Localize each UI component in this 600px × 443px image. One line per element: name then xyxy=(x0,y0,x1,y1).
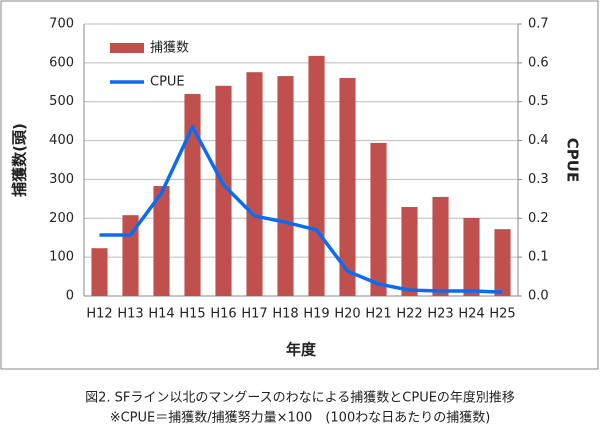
bar xyxy=(463,217,480,296)
bar xyxy=(432,196,449,296)
chart-border xyxy=(0,0,599,370)
y2-tick-label: 0.6 xyxy=(528,55,549,70)
y2-axis-title: CPUE xyxy=(564,138,582,182)
bar xyxy=(494,229,511,296)
legend-label: CPUE xyxy=(150,75,185,90)
bar xyxy=(277,76,294,296)
x-tick-label: H20 xyxy=(334,307,360,322)
y-tick-label: 200 xyxy=(49,211,74,226)
y-tick-label: 700 xyxy=(49,17,74,32)
bar xyxy=(153,186,170,296)
bar xyxy=(339,78,356,296)
y-tick-label: 600 xyxy=(49,55,74,70)
bar xyxy=(308,55,325,297)
y-tick-label: 500 xyxy=(49,94,74,109)
x-tick-label: H14 xyxy=(148,307,174,322)
bar xyxy=(370,142,387,296)
caption: 図2. SFライン以北のマングースのわなによる捕獲数とCPUEの年度別推移 xyxy=(85,390,515,406)
y-axis-title: 捕獲数(頭) xyxy=(11,123,29,197)
x-tick-label: H24 xyxy=(458,307,484,322)
bar xyxy=(215,85,232,296)
x-tick-label: H16 xyxy=(210,307,236,322)
y2-tick-label: 0.2 xyxy=(528,211,549,226)
y-tick-label: 400 xyxy=(49,133,74,148)
caption: ※CPUE＝捕獲数/捕獲努力量×100 (100わな日あたりの捕獲数) xyxy=(110,410,491,426)
y2-tick-label: 0.1 xyxy=(528,250,549,265)
x-tick-label: H18 xyxy=(272,307,298,322)
bar xyxy=(401,207,418,296)
x-tick-label: H22 xyxy=(396,307,422,322)
x-tick-label: H25 xyxy=(489,307,515,322)
y-tick-label: 0 xyxy=(66,289,74,304)
x-tick-label: H15 xyxy=(179,307,205,322)
legend-swatch xyxy=(110,43,144,53)
line xyxy=(99,125,503,294)
legend-label: 捕獲数 xyxy=(150,40,189,56)
x-tick-label: H21 xyxy=(365,307,391,322)
x-tick-label: H23 xyxy=(427,307,453,322)
x-tick-label: H19 xyxy=(303,307,329,322)
bar xyxy=(246,72,263,296)
x-tick-label: H13 xyxy=(117,307,143,322)
y-tick-label: 100 xyxy=(49,250,74,265)
bar xyxy=(91,248,108,296)
bar xyxy=(184,93,201,296)
x-tick-label: H17 xyxy=(241,307,267,322)
y2-tick-label: 0.5 xyxy=(528,94,549,109)
x-tick-label: H12 xyxy=(86,307,112,322)
y2-tick-label: 0.7 xyxy=(528,17,549,32)
y2-tick-label: 0.3 xyxy=(528,172,549,187)
x-axis-title: 年度 xyxy=(286,341,317,359)
y2-tick-label: 0.0 xyxy=(528,289,549,304)
y2-tick-label: 0.4 xyxy=(528,133,549,148)
y-tick-label: 300 xyxy=(49,172,74,187)
